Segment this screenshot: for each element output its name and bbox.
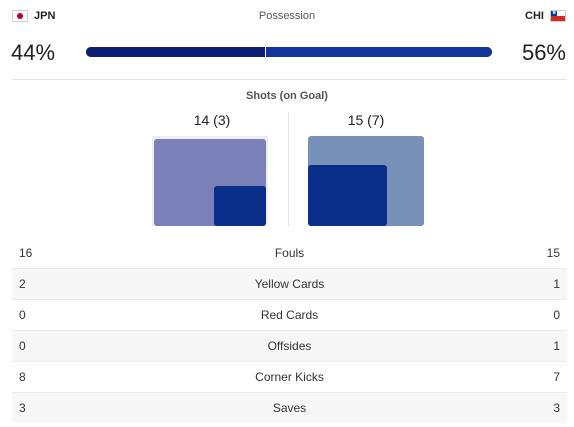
section-divider [12, 79, 567, 80]
stat-row-fouls: 16 Fouls 15 [12, 237, 567, 268]
home-value: 3 [19, 401, 26, 415]
away-shots-graphic [308, 136, 424, 226]
away-value: 1 [553, 339, 560, 353]
home-possession-fill [86, 47, 265, 57]
stat-row-offsides: 0 Offsides 1 [12, 330, 567, 361]
japan-flag-icon [12, 10, 28, 22]
away-shots-text: 15 (7) [347, 112, 385, 128]
home-value: 16 [19, 245, 33, 260]
home-value: 0 [19, 308, 26, 322]
stat-row-yellow-cards: 2 Yellow Cards 1 [12, 268, 567, 299]
shots-label: Shots (on Goal) [246, 90, 328, 102]
home-team: JPN [12, 10, 55, 22]
chile-flag-icon: ★ [550, 10, 566, 22]
stat-label: Red Cards [260, 308, 319, 322]
shots-divider [288, 112, 289, 226]
home-value: 2 [19, 277, 26, 291]
away-value: 7 [553, 370, 560, 384]
away-value: 0 [553, 308, 560, 322]
away-possession-pct: 56% [521, 40, 566, 65]
possession-label: Possession [258, 10, 316, 22]
away-value: 3 [553, 401, 560, 415]
home-value: 0 [19, 339, 26, 353]
away-team-code: CHI [525, 10, 544, 22]
home-value: 8 [19, 370, 26, 384]
possession-section: JPN Possession CHI ★ 44% 56% [0, 0, 574, 80]
possession-divider [264, 47, 266, 57]
home-shots-graphic [152, 136, 268, 226]
home-shots-text: 14 (3) [193, 112, 231, 128]
away-team: CHI ★ [525, 10, 566, 22]
away-value: 1 [553, 277, 560, 291]
home-team-code: JPN [34, 10, 56, 22]
stat-label: Yellow Cards [254, 277, 325, 291]
stat-row-red-cards: 0 Red Cards 0 [12, 299, 567, 330]
away-value: 15 [546, 245, 560, 260]
stat-label: Saves [272, 401, 307, 415]
stat-label: Corner Kicks [255, 370, 324, 384]
away-possession-fill [265, 47, 492, 57]
possession-bar [86, 47, 492, 57]
stat-row-corner-kicks: 8 Corner Kicks 7 [12, 361, 567, 392]
home-shots-on-goal-box [214, 186, 266, 226]
stat-label: Offsides [267, 339, 312, 353]
away-shots-on-goal-box [308, 165, 387, 226]
home-possession-pct: 44% [11, 40, 56, 65]
stat-label: Fouls [274, 245, 305, 260]
stat-row-saves: 3 Saves 3 [12, 392, 567, 423]
stats-table: 16 Fouls 15 2 Yellow Cards 1 0 Red Cards… [12, 237, 567, 423]
